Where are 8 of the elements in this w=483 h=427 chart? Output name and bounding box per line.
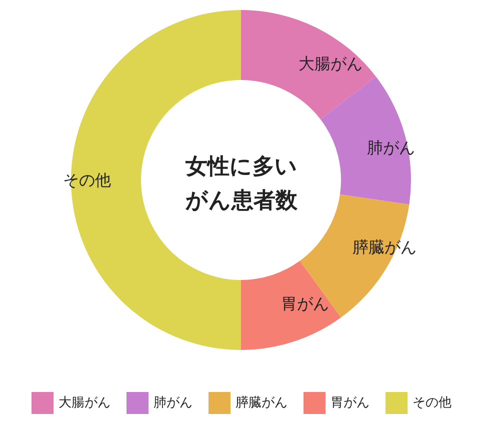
legend-label: 膵臓がん — [236, 396, 288, 410]
slice-label: 大腸がん — [298, 54, 363, 73]
legend-label: 胃がん — [330, 396, 370, 410]
legend-label: 大腸がん — [58, 396, 110, 410]
slice-label: 胃がん — [281, 294, 330, 314]
legend-label: 肺がん — [154, 396, 192, 410]
text: 女性に多いがん患者数 — [184, 154, 298, 214]
legend-label: その他 — [412, 396, 452, 410]
